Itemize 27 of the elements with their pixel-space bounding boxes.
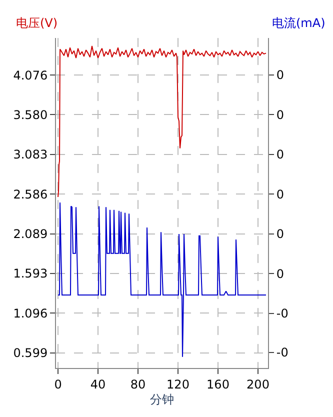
x-axis-title: 分钟 [150, 392, 174, 406]
x-tick-label: 200 [246, 377, 270, 392]
x-tick-label: 160 [206, 377, 230, 392]
y2-tick-label: -0 [276, 306, 288, 321]
y-tick-label: 3.580 [13, 108, 48, 122]
y-tick-label: 0.599 [13, 346, 48, 360]
x-tick-label: 0 [54, 377, 62, 392]
y-tick-label: 4.076 [13, 68, 48, 82]
y-axis-title: 电压(V) [16, 16, 58, 30]
line-series [58, 45, 266, 198]
y-tick-label: 2.586 [13, 187, 48, 202]
y2-tick-label: 0 [276, 148, 284, 162]
y2-tick-label: 0 [276, 68, 284, 82]
y-tick-label: 2.089 [13, 227, 48, 242]
y2-tick-label: -0 [276, 345, 288, 360]
y-tick-label: 1.096 [13, 306, 48, 320]
y2-tick-label: 0 [276, 227, 284, 242]
y2-tick-label: 0 [276, 266, 284, 281]
y-tick-label: 1.593 [13, 266, 48, 281]
y2-axis-title: 电流(mA) [272, 16, 326, 30]
x-tick-label: 120 [166, 377, 190, 392]
x-tick-label: 80 [130, 377, 146, 392]
y2-tick-label: 0 [276, 108, 284, 122]
line-series [58, 202, 266, 358]
y2-tick-label: 0 [276, 187, 284, 202]
y-tick-label: 3.083 [13, 148, 48, 162]
x-tick-label: 40 [90, 377, 106, 392]
